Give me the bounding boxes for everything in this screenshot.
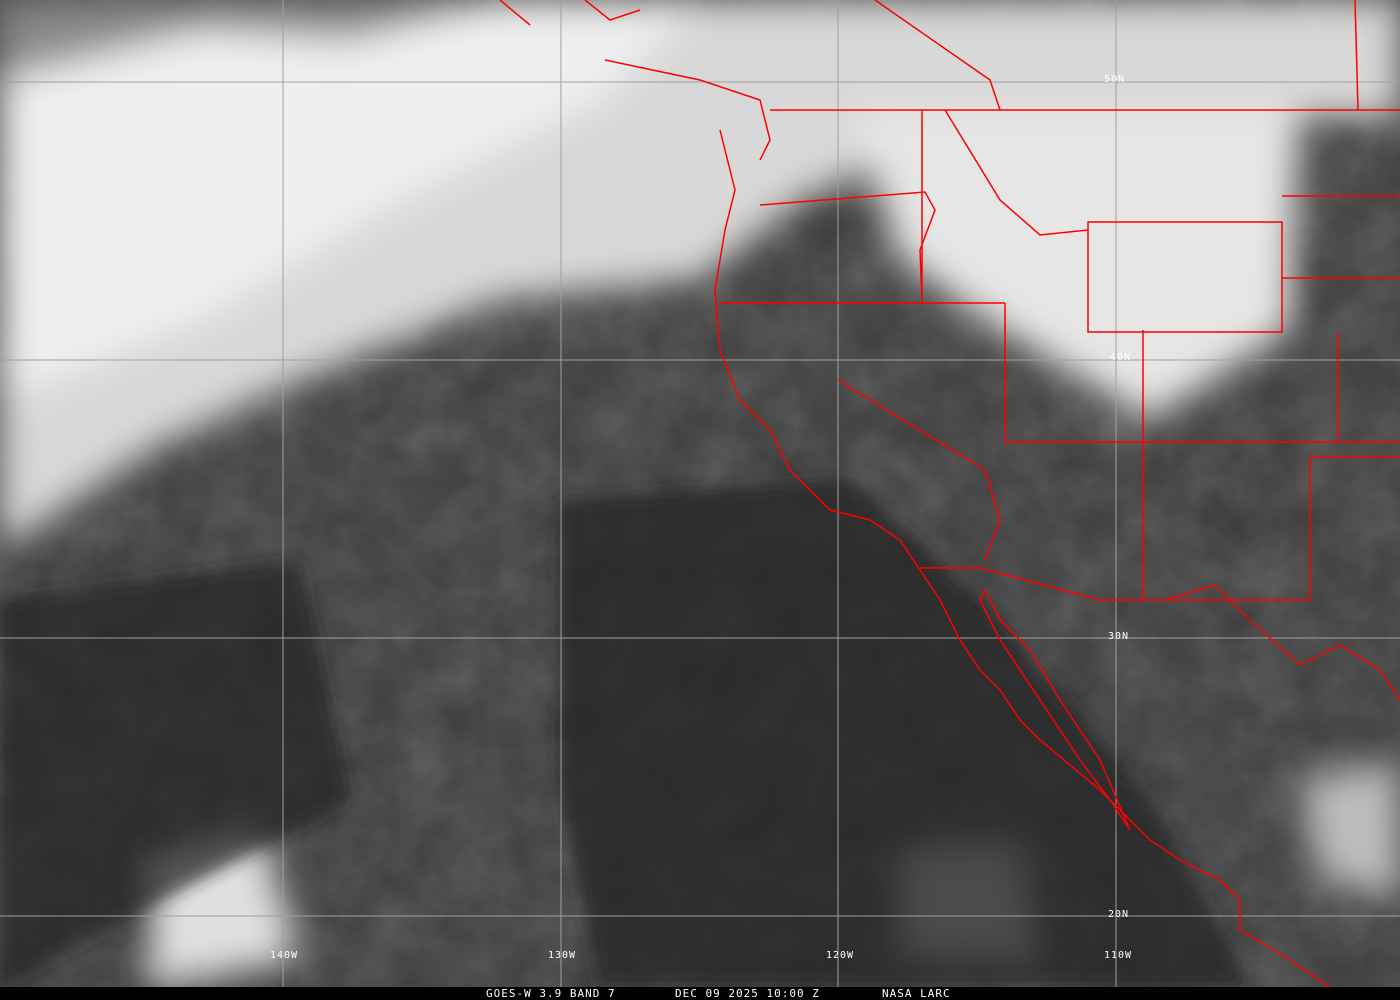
lat-label-40n: 40N xyxy=(1110,352,1132,363)
satellite-band-label: GOES-W 3.9 BAND 7 xyxy=(486,987,616,1000)
lon-label-140w: 140W xyxy=(270,950,299,961)
timestamp-label: DEC 09 2025 10:00 Z xyxy=(675,987,820,1000)
lat-label-50n: 50N xyxy=(1104,74,1126,85)
political-boundaries xyxy=(499,0,1400,987)
lon-label-130w: 130W xyxy=(548,950,577,961)
lat-label-20n: 20N xyxy=(1108,909,1130,920)
lat-label-30n: 30N xyxy=(1108,631,1130,642)
lon-label-110w: 110W xyxy=(1104,950,1133,961)
source-label: NASA LARC xyxy=(882,987,951,1000)
lon-label-120w: 120W xyxy=(826,950,855,961)
image-caption-bar: GOES-W 3.9 BAND 7 DEC 09 2025 10:00 Z NA… xyxy=(0,987,1400,1000)
